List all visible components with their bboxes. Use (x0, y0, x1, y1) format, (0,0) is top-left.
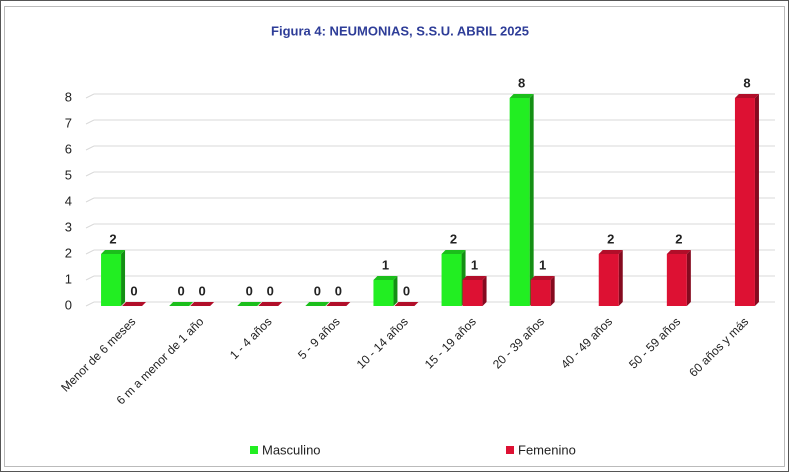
grid-line (85, 93, 95, 99)
bar-top (441, 250, 466, 254)
y-tick-label: 5 (65, 167, 72, 182)
bar-top (509, 94, 534, 98)
y-tick-label: 8 (65, 89, 72, 104)
data-label: 1 (539, 257, 546, 272)
bar-top (530, 276, 555, 280)
legend-swatch (506, 446, 514, 454)
y-tick-label: 3 (65, 219, 72, 234)
bar-top (122, 302, 147, 306)
data-label: 0 (130, 283, 137, 298)
data-label: 0 (246, 283, 253, 298)
bar (373, 280, 394, 306)
bar-top (666, 250, 691, 254)
bar-top (394, 302, 419, 306)
bar-top (326, 302, 351, 306)
grid-line (85, 223, 95, 229)
data-label: 0 (267, 283, 274, 298)
chart-frame (4, 6, 785, 467)
y-tick-label: 7 (65, 115, 72, 130)
bar-top (734, 94, 759, 98)
grid-line (85, 275, 95, 281)
bar (441, 254, 462, 306)
bar (734, 98, 755, 306)
data-label: 2 (675, 231, 682, 246)
grid-line (85, 171, 95, 177)
bar-top (598, 250, 623, 254)
data-label: 2 (109, 231, 116, 246)
data-label: 8 (518, 75, 525, 90)
data-label: 0 (314, 283, 321, 298)
bar (509, 98, 530, 306)
bar-top (462, 276, 487, 280)
bar-side (393, 276, 398, 306)
bar-side (550, 276, 555, 306)
y-tick-label: 1 (65, 271, 72, 286)
data-label: 1 (471, 257, 478, 272)
legend-label: Femenino (518, 442, 576, 457)
data-label: 8 (743, 75, 750, 90)
y-tick-label: 2 (65, 245, 72, 260)
bar-top (373, 276, 398, 280)
bar-top (258, 302, 283, 306)
bar (101, 254, 122, 306)
bar (530, 280, 551, 306)
bar (666, 254, 687, 306)
bar-top (101, 250, 126, 254)
data-label: 1 (382, 257, 389, 272)
grid-line (85, 119, 95, 125)
y-tick-label: 6 (65, 141, 72, 156)
bar-side (686, 250, 691, 306)
bar-top (305, 302, 330, 306)
bar-top (237, 302, 262, 306)
data-label: 0 (403, 283, 410, 298)
data-label: 2 (607, 231, 614, 246)
data-label: 0 (335, 283, 342, 298)
bar-side (529, 94, 534, 306)
grid-line (85, 145, 95, 151)
data-label: 2 (450, 231, 457, 246)
legend-swatch (250, 446, 258, 454)
bar-top (190, 302, 215, 306)
bar (598, 254, 619, 306)
chart-title: Figura 4: NEUMONIAS, S.S.U. ABRIL 2025 (271, 23, 529, 38)
bar-side (754, 94, 759, 306)
data-label: 0 (178, 283, 185, 298)
y-tick-label: 4 (65, 193, 72, 208)
bar-top (169, 302, 194, 306)
data-label: 0 (199, 283, 206, 298)
bar (462, 280, 483, 306)
bar-side (121, 250, 126, 306)
bar-side (618, 250, 623, 306)
y-tick-label: 0 (65, 297, 72, 312)
bar-side (482, 276, 487, 306)
grid-line (85, 249, 95, 255)
grid-line (85, 301, 95, 307)
legend-label: Masculino (262, 442, 321, 457)
grid-line (85, 197, 95, 203)
